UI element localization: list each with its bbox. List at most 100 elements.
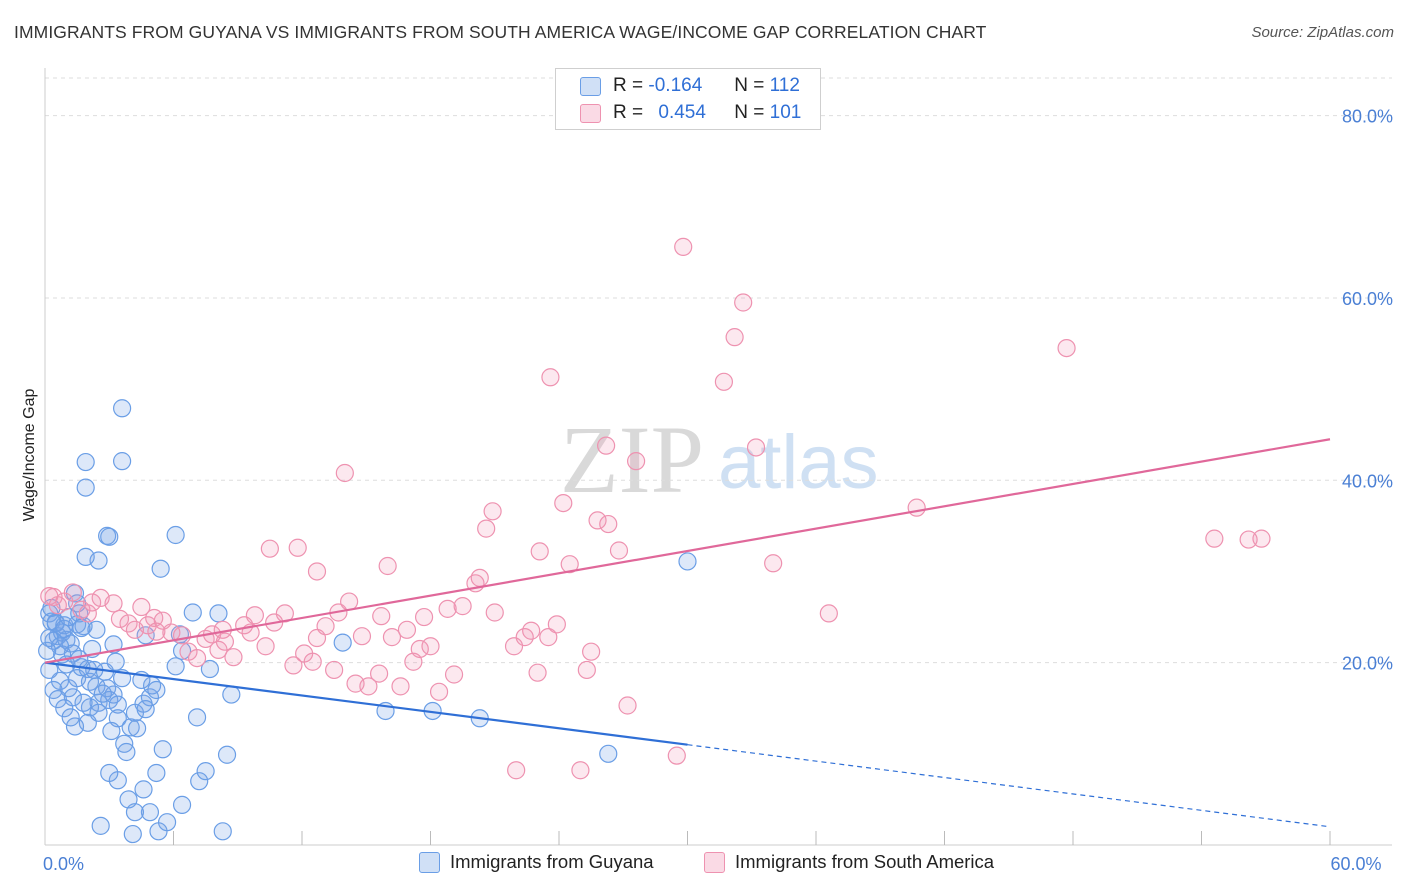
south-america-point — [571, 761, 590, 780]
south-america-point — [560, 555, 579, 574]
south-america-point — [725, 328, 744, 347]
south-america-point — [78, 604, 97, 623]
series-legend: Immigrants from Guyana Immigrants from S… — [0, 851, 1406, 877]
south-america-point — [104, 594, 123, 613]
guyana-points — [38, 399, 697, 844]
south-america-point — [421, 637, 440, 656]
south-america-point — [764, 554, 783, 573]
south-america-point — [372, 607, 391, 626]
guyana-point — [147, 680, 166, 700]
y-axis-label: Wage/Income Gap — [21, 389, 38, 522]
guyana-point — [91, 816, 110, 835]
south-america-point — [674, 237, 693, 256]
guyana-point — [121, 718, 140, 737]
guyana-point — [74, 693, 93, 712]
south-america-point — [626, 452, 646, 471]
r-value-guyana: -0.164 — [648, 75, 703, 96]
south-america-point — [414, 607, 434, 627]
south-america-point — [1239, 530, 1258, 549]
south-america-point — [597, 436, 616, 455]
y-tick-label: 60.0% — [1342, 289, 1393, 309]
south-america-point — [485, 603, 504, 622]
guyana-point — [65, 717, 85, 736]
south-america-point — [577, 660, 596, 680]
guyana-point — [209, 604, 228, 623]
guyana-point — [93, 684, 112, 703]
south-america-point — [588, 511, 607, 530]
south-america-point — [1205, 529, 1224, 548]
south-america-point — [438, 599, 457, 618]
south-america-point — [477, 519, 496, 538]
south-america-point — [359, 677, 378, 696]
gridlines — [45, 77, 1392, 664]
trend-lines — [44, 438, 1331, 828]
south-america-point — [539, 628, 558, 647]
south-america-point — [325, 660, 344, 680]
legend-item-guyana[interactable]: Immigrants from Guyana — [419, 851, 654, 873]
stats-row-guyana: R = -0.164 N = 112 — [580, 74, 800, 98]
south-america-points — [40, 237, 1271, 780]
south-america-point — [582, 642, 601, 661]
n-value-south-america: 101 — [769, 102, 802, 123]
south-america-point — [746, 438, 766, 457]
guyana-point — [38, 641, 57, 660]
axes — [44, 68, 1392, 846]
south-america-point — [1252, 529, 1271, 548]
south-america-point — [819, 604, 838, 623]
south-america-point — [530, 542, 549, 561]
south-america-point — [378, 556, 397, 576]
south-america-point — [307, 562, 327, 581]
guyana-point — [187, 708, 207, 727]
guyana-point — [151, 559, 170, 578]
south-america-point — [147, 622, 166, 641]
guyana-point — [678, 552, 697, 571]
south-america-trend-line — [44, 438, 1331, 664]
south-america-point — [1057, 338, 1076, 358]
guyana-point — [134, 780, 153, 799]
guyana-point — [61, 708, 80, 727]
south-america-point — [132, 597, 151, 617]
guyana-point — [44, 680, 63, 700]
y-tick-label: 80.0% — [1342, 107, 1393, 127]
guyana-point — [153, 740, 172, 759]
south-america-point — [284, 656, 303, 675]
guyana-point — [147, 763, 166, 783]
x-tick-label: 0.0% — [43, 854, 84, 874]
guyana-point — [166, 657, 185, 676]
south-america-point — [382, 628, 402, 647]
south-america-point — [288, 538, 307, 557]
south-america-point — [260, 539, 279, 558]
guyana-point — [136, 700, 155, 719]
guyana-trend-extension — [687, 744, 1331, 828]
guyana-point — [89, 703, 108, 722]
legend-label-south-america: Immigrants from South America — [735, 851, 995, 872]
south-america-point — [63, 583, 82, 602]
south-america-point — [554, 493, 573, 513]
guyana-point — [217, 745, 237, 764]
south-america-point — [541, 368, 560, 387]
south-america-point — [444, 665, 464, 684]
guyana-point — [76, 478, 95, 497]
guyana-point — [172, 795, 192, 814]
legend-item-south-america[interactable]: Immigrants from South America — [704, 851, 994, 873]
south-america-swatch — [580, 103, 601, 123]
guyana-point — [112, 399, 132, 418]
guyana-point — [333, 633, 352, 652]
guyana-point — [140, 803, 160, 822]
south-america-point — [172, 626, 192, 645]
south-america-point — [609, 541, 629, 560]
south-america-point — [528, 663, 547, 682]
south-america-point — [256, 637, 275, 656]
south-america-point — [391, 677, 410, 696]
guyana-point — [100, 527, 119, 546]
guyana-point — [55, 699, 74, 718]
chart-title: IMMIGRANTS FROM GUYANA VS IMMIGRANTS FRO… — [14, 22, 987, 42]
guyana-point — [157, 813, 177, 832]
watermark-atlas: atlas — [718, 420, 879, 505]
south-america-point — [453, 597, 472, 616]
south-america-legend-swatch — [704, 851, 725, 873]
watermark: ZIP atlas — [560, 406, 879, 513]
guyana-point — [108, 695, 127, 714]
south-america-point — [714, 372, 734, 391]
south-america-point — [303, 652, 322, 671]
